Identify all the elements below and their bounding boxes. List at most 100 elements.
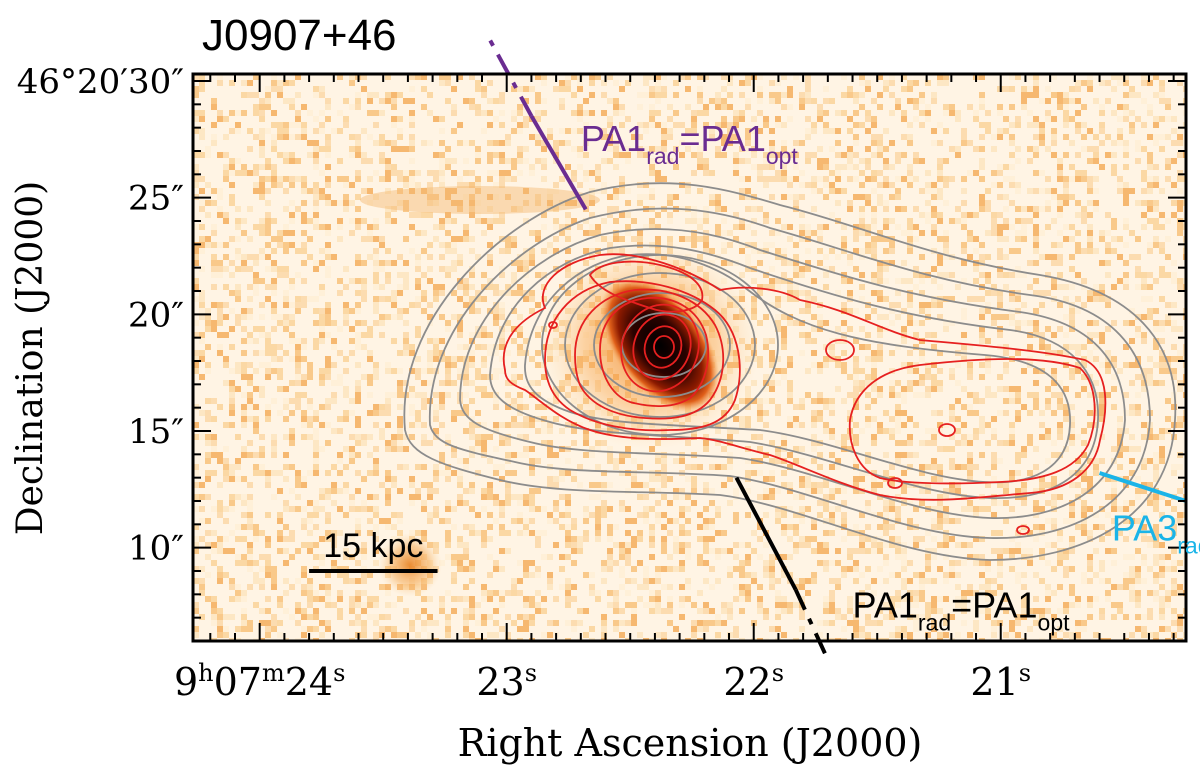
image-pixel bbox=[685, 86, 691, 92]
image-pixel bbox=[583, 248, 589, 254]
image-pixel bbox=[655, 92, 661, 98]
image-pixel bbox=[367, 356, 373, 362]
image-pixel bbox=[295, 494, 301, 500]
image-pixel bbox=[205, 410, 211, 416]
image-pixel bbox=[1021, 302, 1027, 308]
image-pixel bbox=[1159, 542, 1165, 548]
image-pixel bbox=[775, 116, 781, 122]
image-pixel bbox=[1135, 410, 1141, 416]
image-pixel bbox=[1105, 350, 1111, 356]
image-pixel bbox=[307, 518, 313, 524]
image-pixel bbox=[949, 104, 955, 110]
image-pixel bbox=[877, 260, 883, 266]
image-pixel bbox=[1165, 158, 1171, 164]
image-pixel bbox=[361, 320, 367, 326]
image-pixel bbox=[529, 446, 535, 452]
image-pixel bbox=[925, 170, 931, 176]
image-pixel bbox=[991, 464, 997, 470]
image-pixel bbox=[517, 206, 523, 212]
image-pixel bbox=[685, 530, 691, 536]
image-pixel bbox=[277, 368, 283, 374]
image-pixel bbox=[1099, 140, 1105, 146]
image-pixel bbox=[1153, 320, 1159, 326]
image-pixel bbox=[373, 194, 379, 200]
image-pixel bbox=[877, 170, 883, 176]
image-pixel bbox=[475, 530, 481, 536]
image-pixel bbox=[1009, 428, 1015, 434]
image-pixel bbox=[211, 224, 217, 230]
image-pixel bbox=[223, 356, 229, 362]
image-pixel bbox=[835, 488, 841, 494]
image-pixel bbox=[1045, 116, 1051, 122]
image-pixel bbox=[391, 368, 397, 374]
image-pixel bbox=[355, 206, 361, 212]
image-pixel bbox=[685, 506, 691, 512]
image-pixel bbox=[193, 260, 199, 266]
image-pixel bbox=[661, 494, 667, 500]
image-pixel bbox=[637, 464, 643, 470]
image-pixel bbox=[349, 536, 355, 542]
image-pixel bbox=[409, 140, 415, 146]
image-pixel bbox=[1105, 530, 1111, 536]
image-pixel bbox=[781, 224, 787, 230]
image-pixel bbox=[931, 374, 937, 380]
image-pixel bbox=[799, 170, 805, 176]
image-pixel bbox=[1027, 92, 1033, 98]
image-pixel bbox=[427, 362, 433, 368]
image-pixel bbox=[433, 470, 439, 476]
image-pixel bbox=[595, 164, 601, 170]
image-pixel bbox=[889, 92, 895, 98]
image-pixel bbox=[301, 524, 307, 530]
image-pixel bbox=[925, 392, 931, 398]
image-pixel bbox=[799, 224, 805, 230]
image-pixel bbox=[469, 422, 475, 428]
image-pixel bbox=[439, 176, 445, 182]
image-pixel bbox=[577, 146, 583, 152]
image-pixel bbox=[499, 434, 505, 440]
image-pixel bbox=[565, 530, 571, 536]
image-pixel bbox=[367, 158, 373, 164]
image-pixel bbox=[739, 422, 745, 428]
image-pixel bbox=[871, 476, 877, 482]
image-pixel bbox=[223, 422, 229, 428]
image-pixel bbox=[193, 332, 199, 338]
image-pixel bbox=[805, 476, 811, 482]
image-pixel bbox=[697, 512, 703, 518]
image-pixel bbox=[679, 140, 685, 146]
image-pixel bbox=[1135, 200, 1141, 206]
image-pixel bbox=[385, 164, 391, 170]
image-pixel bbox=[283, 272, 289, 278]
image-pixel bbox=[925, 428, 931, 434]
image-pixel bbox=[433, 296, 439, 302]
image-pixel bbox=[913, 332, 919, 338]
image-pixel bbox=[511, 518, 517, 524]
image-pixel bbox=[835, 170, 841, 176]
image-pixel bbox=[823, 176, 829, 182]
image-pixel bbox=[361, 158, 367, 164]
image-pixel bbox=[1177, 128, 1183, 134]
image-pixel bbox=[877, 326, 883, 332]
image-pixel bbox=[871, 278, 877, 284]
image-pixel bbox=[295, 158, 301, 164]
image-pixel bbox=[223, 458, 229, 464]
image-pixel bbox=[457, 176, 463, 182]
image-pixel bbox=[343, 116, 349, 122]
image-pixel bbox=[841, 236, 847, 242]
image-pixel bbox=[661, 128, 667, 134]
image-pixel bbox=[583, 506, 589, 512]
image-pixel bbox=[889, 140, 895, 146]
image-pixel bbox=[427, 440, 433, 446]
image-pixel bbox=[1039, 206, 1045, 212]
image-pixel bbox=[355, 308, 361, 314]
image-pixel bbox=[283, 206, 289, 212]
image-pixel bbox=[511, 290, 517, 296]
image-pixel bbox=[301, 482, 307, 488]
image-pixel bbox=[475, 440, 481, 446]
image-pixel bbox=[223, 518, 229, 524]
image-pixel bbox=[1027, 188, 1033, 194]
image-pixel bbox=[493, 182, 499, 188]
image-pixel bbox=[1027, 440, 1033, 446]
image-pixel bbox=[1135, 392, 1141, 398]
image-pixel bbox=[691, 170, 697, 176]
image-pixel bbox=[967, 104, 973, 110]
